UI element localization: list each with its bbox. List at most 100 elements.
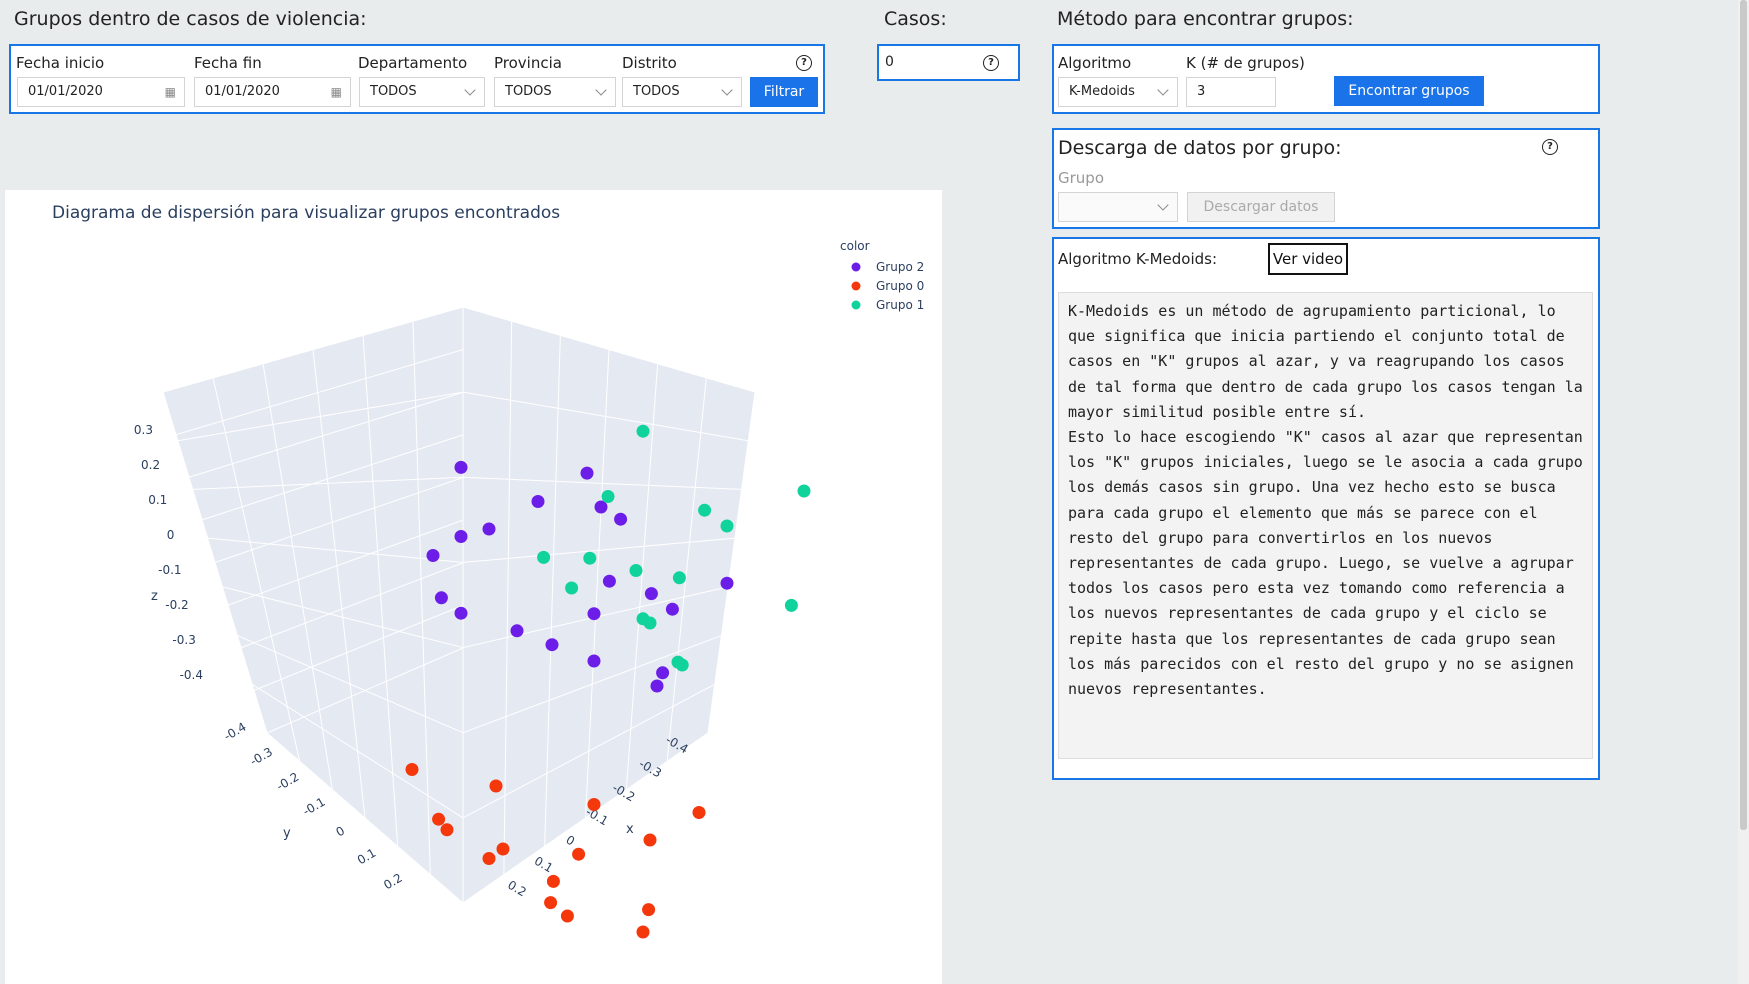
x-tick-label: 0.1 — [532, 854, 556, 876]
data-point — [405, 763, 419, 776]
data-point — [510, 624, 524, 638]
end-date-input[interactable]: 01/01/2020 ▦ — [194, 77, 351, 107]
data-point — [482, 852, 496, 865]
data-point — [629, 564, 643, 577]
data-point — [650, 679, 664, 693]
start-date-input[interactable]: 01/01/2020 ▦ — [17, 77, 185, 107]
legend-marker — [851, 300, 861, 310]
algorithm-select[interactable]: K-Medoids — [1058, 77, 1178, 107]
y-tick-label: -0.1 — [300, 795, 327, 819]
grid-line — [251, 683, 464, 819]
x-tick-label: 0.2 — [505, 878, 529, 900]
legend-item: Grupo 2 — [876, 260, 924, 274]
department-select[interactable]: TODOS — [359, 77, 485, 107]
data-point — [797, 484, 811, 498]
algorithm-value: K-Medoids — [1069, 84, 1135, 99]
algorithm-info-title: Algoritmo K-Medoids: — [1058, 250, 1218, 268]
download-title: Descarga de datos por grupo: — [1058, 137, 1342, 159]
y-tick-label: 0.1 — [355, 846, 379, 868]
grid-line — [462, 635, 722, 734]
filter-button[interactable]: Filtrar — [750, 77, 818, 107]
scrollbar-thumb[interactable] — [1740, 0, 1747, 830]
data-point — [644, 587, 658, 601]
grid-line — [362, 335, 399, 847]
data-point — [587, 607, 601, 621]
legend-marker — [851, 262, 861, 272]
z-tick-label: 0.2 — [141, 458, 160, 472]
page-title: Grupos dentro de casos de violencia: — [14, 8, 367, 30]
group-select[interactable] — [1058, 192, 1178, 222]
data-point — [454, 530, 468, 543]
grid-line — [412, 321, 431, 875]
data-point — [784, 598, 798, 612]
group-label: Grupo — [1058, 169, 1104, 187]
department-label: Departamento — [358, 54, 468, 72]
help-icon[interactable]: ? — [983, 55, 999, 71]
cases-panel: 0 ? — [877, 44, 1020, 81]
data-point — [583, 551, 597, 565]
grid-line — [266, 732, 464, 904]
data-point — [720, 576, 734, 590]
province-select[interactable]: TODOS — [494, 77, 616, 107]
grid-line — [162, 306, 464, 393]
data-point — [565, 581, 579, 595]
scatter-3d-chart[interactable]: Diagrama de dispersión para visualizar g… — [5, 190, 942, 984]
find-groups-button[interactable]: Encontrar grupos — [1334, 76, 1484, 106]
grid-line — [262, 363, 333, 790]
download-data-button[interactable]: Descargar datos — [1187, 192, 1335, 222]
data-point — [698, 503, 712, 517]
help-icon[interactable]: ? — [796, 55, 812, 71]
grid-line — [462, 306, 756, 393]
chart-points — [405, 424, 811, 939]
y-tick-label: 0.2 — [381, 871, 405, 893]
algorithm-description: K-Medoids es un método de agrupamiento p… — [1058, 292, 1593, 759]
help-icon[interactable]: ? — [1542, 139, 1558, 155]
district-value: TODOS — [633, 84, 680, 99]
z-tick-label: -0.3 — [172, 633, 195, 647]
legend-item: Grupo 0 — [876, 279, 924, 293]
k-input[interactable]: 3 — [1186, 77, 1276, 107]
calendar-icon: ▦ — [330, 85, 342, 99]
province-value: TODOS — [505, 84, 552, 99]
chevron-down-icon — [595, 84, 607, 96]
end-date-value: 01/01/2020 — [205, 84, 280, 99]
z-tick-label: 0.3 — [134, 423, 153, 437]
start-date-value: 01/01/2020 — [28, 84, 103, 99]
data-point — [720, 519, 734, 533]
grid-line — [222, 586, 464, 649]
grid-line — [462, 732, 709, 904]
data-point — [580, 466, 594, 480]
data-point — [643, 833, 657, 847]
grid-line — [207, 537, 464, 563]
data-point — [434, 591, 448, 605]
method-title: Método para encontrar grupos: — [1057, 8, 1354, 30]
data-point — [572, 847, 586, 861]
chart-canvas[interactable]: 0.30.20.10-0.1-0.2-0.3-0.4z-0.4-0.3-0.2-… — [5, 190, 942, 984]
z-axis-label: z — [151, 589, 158, 604]
x-axis-label: x — [626, 822, 634, 837]
grid-line — [503, 321, 513, 875]
cases-title: Casos: — [884, 8, 947, 30]
data-point — [545, 638, 559, 652]
y-tick-label: -0.4 — [221, 720, 248, 744]
z-tick-label: -0.4 — [180, 668, 203, 682]
y-tick-label: 0 — [334, 824, 348, 840]
data-point — [454, 606, 468, 620]
chevron-down-icon — [464, 84, 476, 96]
grid-line — [177, 391, 464, 442]
z-tick-label: 0 — [167, 528, 175, 542]
method-panel: Algoritmo K-Medoids K (# de grupos) 3 En… — [1052, 44, 1600, 114]
watch-video-button[interactable]: Ver video — [1268, 243, 1348, 275]
district-label: Distrito — [622, 54, 677, 72]
grid-line — [192, 476, 464, 490]
legend-item: Grupo 1 — [876, 298, 924, 312]
grid-line — [462, 391, 749, 442]
data-point — [665, 602, 679, 616]
z-tick-label: -0.2 — [165, 598, 188, 612]
data-point — [636, 612, 650, 626]
data-point — [601, 490, 615, 503]
download-panel: Descarga de datos por grupo: ? Grupo Des… — [1052, 128, 1600, 229]
grid-line — [312, 349, 366, 819]
district-select[interactable]: TODOS — [622, 77, 742, 107]
data-point — [656, 666, 670, 680]
